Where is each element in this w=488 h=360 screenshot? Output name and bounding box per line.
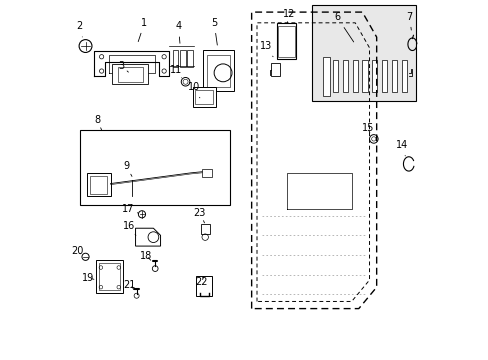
Text: 4: 4 — [175, 21, 181, 43]
Bar — [99, 263, 120, 290]
Bar — [391, 60, 396, 93]
Text: 21: 21 — [123, 280, 135, 290]
Text: 16: 16 — [123, 221, 136, 235]
Text: 12: 12 — [283, 9, 295, 23]
Bar — [80, 130, 230, 205]
Bar — [87, 173, 110, 196]
Bar — [401, 60, 406, 93]
Text: 3: 3 — [118, 61, 128, 72]
Text: 20: 20 — [71, 247, 84, 256]
Bar — [312, 5, 415, 102]
Bar — [362, 60, 367, 93]
Text: 10: 10 — [187, 82, 200, 98]
Polygon shape — [135, 228, 160, 246]
Bar — [187, 50, 192, 67]
Text: 1: 1 — [138, 18, 147, 42]
Bar — [381, 60, 386, 93]
Bar — [278, 26, 294, 57]
Bar — [371, 60, 377, 93]
Bar — [196, 276, 212, 296]
Text: 2: 2 — [76, 21, 82, 37]
Text: 22: 22 — [195, 277, 207, 287]
Bar — [192, 87, 216, 107]
Text: 5: 5 — [211, 18, 217, 45]
Text: 23: 23 — [193, 208, 205, 223]
Bar — [342, 60, 347, 93]
Text: 19: 19 — [82, 273, 94, 283]
Bar — [203, 50, 233, 91]
Text: 8: 8 — [94, 115, 102, 130]
Bar — [201, 224, 209, 234]
Text: 9: 9 — [123, 161, 132, 176]
Text: 14: 14 — [395, 140, 407, 156]
Bar — [195, 90, 213, 104]
Text: 18: 18 — [140, 251, 152, 261]
Bar — [271, 63, 280, 76]
Text: 13: 13 — [259, 41, 272, 57]
Bar — [276, 23, 296, 59]
Bar — [323, 57, 329, 96]
Text: 17: 17 — [122, 203, 138, 213]
Bar — [332, 60, 337, 93]
Text: 11: 11 — [169, 65, 182, 78]
Text: 15: 15 — [361, 123, 373, 133]
Text: 7: 7 — [406, 12, 412, 30]
Text: 6: 6 — [334, 13, 353, 42]
Bar — [118, 67, 142, 82]
Bar — [180, 50, 185, 67]
Bar — [96, 260, 123, 293]
Bar — [206, 55, 230, 87]
Bar — [352, 60, 357, 93]
Bar — [201, 169, 211, 177]
Bar — [173, 50, 178, 67]
Bar — [112, 64, 148, 84]
Bar — [90, 176, 107, 194]
